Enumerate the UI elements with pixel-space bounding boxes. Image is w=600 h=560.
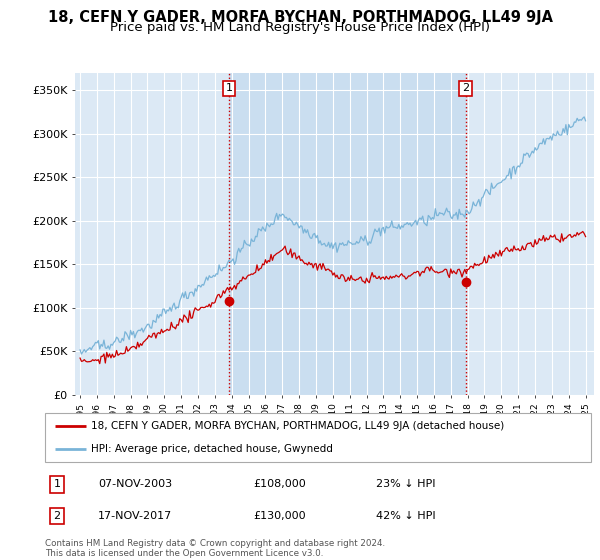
- Text: Price paid vs. HM Land Registry's House Price Index (HPI): Price paid vs. HM Land Registry's House …: [110, 21, 490, 34]
- Bar: [229, 73, 466, 395]
- Text: £108,000: £108,000: [253, 479, 306, 489]
- Text: 18, CEFN Y GADER, MORFA BYCHAN, PORTHMADOG, LL49 9JA (detached house): 18, CEFN Y GADER, MORFA BYCHAN, PORTHMAD…: [91, 421, 505, 431]
- Text: 17-NOV-2017: 17-NOV-2017: [98, 511, 172, 521]
- Text: Contains HM Land Registry data © Crown copyright and database right 2024.
This d: Contains HM Land Registry data © Crown c…: [45, 539, 385, 558]
- Text: £130,000: £130,000: [253, 511, 306, 521]
- FancyBboxPatch shape: [45, 413, 591, 462]
- Text: 42% ↓ HPI: 42% ↓ HPI: [376, 511, 435, 521]
- Text: HPI: Average price, detached house, Gwynedd: HPI: Average price, detached house, Gwyn…: [91, 444, 333, 454]
- Text: 18, CEFN Y GADER, MORFA BYCHAN, PORTHMADOG, LL49 9JA: 18, CEFN Y GADER, MORFA BYCHAN, PORTHMAD…: [47, 10, 553, 25]
- Text: 1: 1: [53, 479, 61, 489]
- Text: 1: 1: [226, 83, 233, 94]
- Text: 2: 2: [53, 511, 61, 521]
- Text: 07-NOV-2003: 07-NOV-2003: [98, 479, 172, 489]
- Text: 2: 2: [462, 83, 469, 94]
- Text: 23% ↓ HPI: 23% ↓ HPI: [376, 479, 435, 489]
